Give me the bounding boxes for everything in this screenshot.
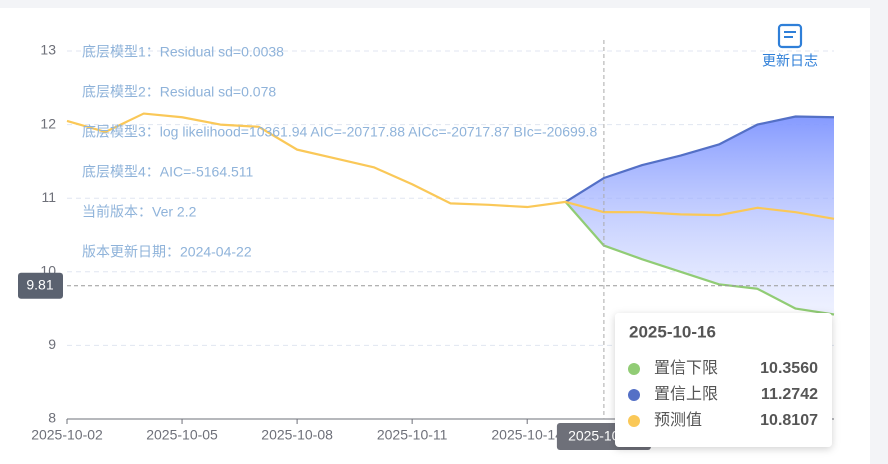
tooltip-dot xyxy=(628,415,640,427)
series-line xyxy=(564,201,835,316)
tooltip-dot xyxy=(628,389,640,401)
x-tick-label: 2025-10-08 xyxy=(261,427,333,443)
button-label[interactable]: 更新日志 xyxy=(762,53,818,69)
tooltip-value: 10.8107 xyxy=(760,412,818,429)
annotation: 底层模型2：Residual sd=0.078 xyxy=(82,84,276,100)
update-log-button[interactable]: 更新日志 xyxy=(762,23,818,69)
tooltip-name: 置信上限 xyxy=(654,385,718,403)
y-tick-label: 12 xyxy=(40,115,56,131)
tooltip-box xyxy=(615,313,832,447)
annotation: 当前版本：Ver 2.2 xyxy=(82,204,197,220)
x-tick-label: 2025-10-11 xyxy=(377,427,448,443)
y-tick-label: 13 xyxy=(40,42,56,58)
tooltip-dot xyxy=(628,363,640,375)
x-tick-label: 2025-10-14 xyxy=(491,427,563,443)
series-line xyxy=(66,112,835,220)
annotation: 底层模型3：log likelihood=10361.94 AIC=-20717… xyxy=(82,124,597,140)
y-tick-label: 11 xyxy=(41,189,56,205)
tooltip-name: 预测值 xyxy=(654,411,702,429)
pointer-y-label: 9.81 xyxy=(26,276,53,292)
y-tick-label: 8 xyxy=(48,410,56,426)
series-line xyxy=(564,115,835,203)
y-tick-label: 9 xyxy=(48,336,56,352)
x-tick-label: 2025-10-05 xyxy=(146,427,218,443)
log-icon xyxy=(777,23,803,49)
tooltip-value: 10.3560 xyxy=(760,360,818,377)
annotation: 底层模型1：Residual sd=0.0038 xyxy=(82,44,284,60)
tooltip-name: 置信下限 xyxy=(654,359,718,377)
annotation: 底层模型4：AIC=-5164.511 xyxy=(82,164,254,180)
tooltip-value: 11.2742 xyxy=(761,386,818,403)
pointer-y-box xyxy=(18,272,63,299)
tooltip-title: 2025-10-16 xyxy=(629,322,716,341)
annotation: 版本更新日期：2024-04-22 xyxy=(82,244,252,260)
x-tick-label: 2025-10-02 xyxy=(31,427,103,443)
